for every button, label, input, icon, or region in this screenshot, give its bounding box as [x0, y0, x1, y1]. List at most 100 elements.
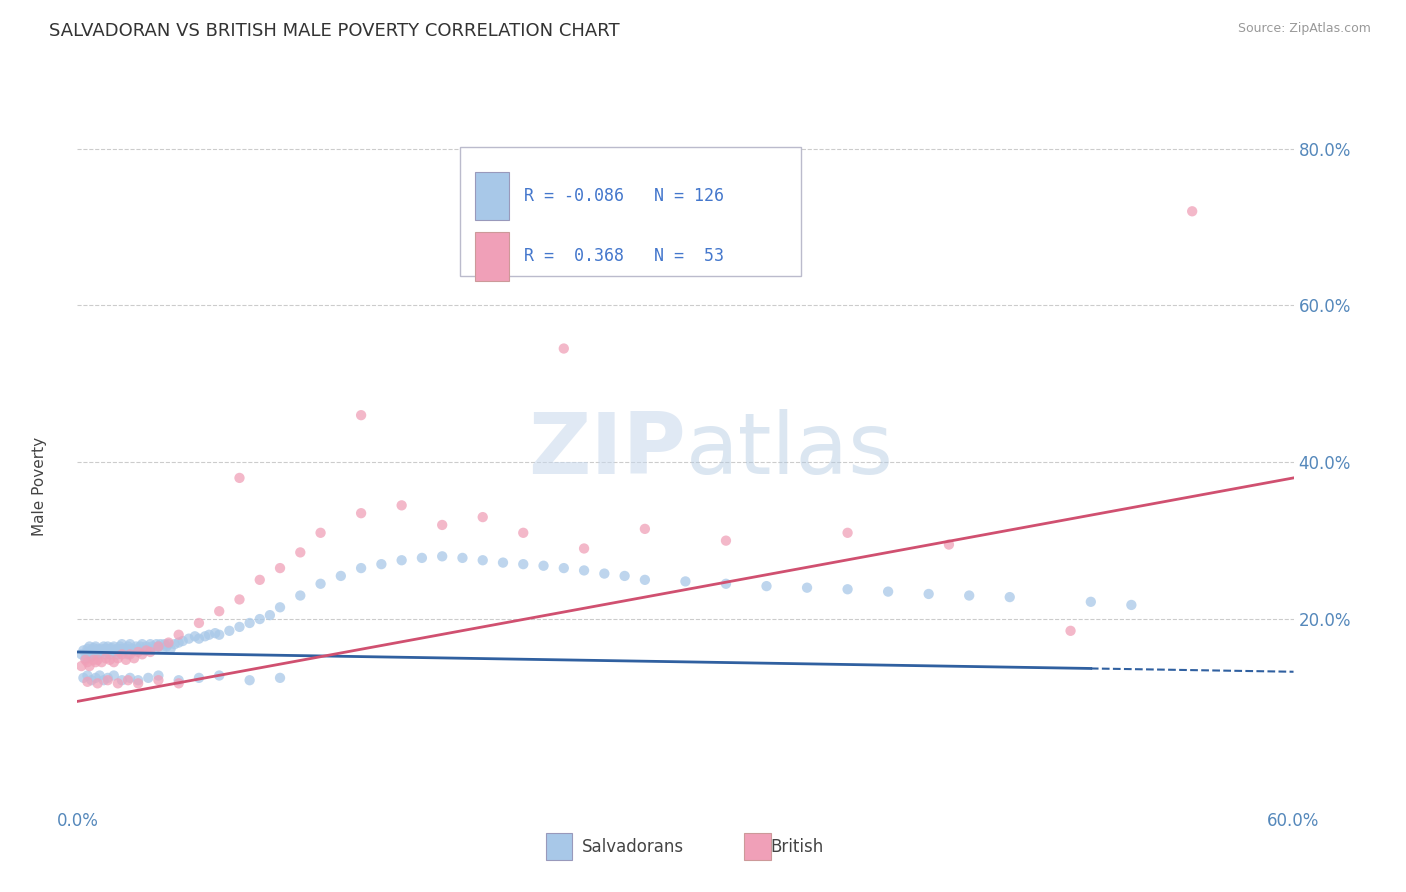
Point: [86, 641, 108, 656]
Point: [411, 550, 433, 565]
Point: [167, 628, 190, 642]
Point: [75, 651, 97, 665]
Point: [104, 643, 127, 657]
Point: [533, 558, 555, 573]
Point: [755, 579, 778, 593]
Point: [83, 641, 105, 656]
Point: [239, 615, 262, 630]
Point: [84, 655, 107, 669]
Point: [93, 640, 115, 654]
Point: [208, 604, 231, 618]
FancyBboxPatch shape: [460, 147, 801, 276]
Point: [188, 615, 211, 630]
Point: [471, 553, 494, 567]
Point: [1080, 595, 1102, 609]
Point: [309, 576, 332, 591]
Point: [127, 676, 149, 690]
Point: [98, 648, 121, 662]
Point: [122, 643, 145, 657]
Point: [228, 620, 250, 634]
Point: [136, 671, 159, 685]
Point: [90, 645, 112, 659]
Point: [98, 641, 121, 656]
Point: [72, 643, 94, 657]
Point: [131, 648, 153, 662]
Point: [471, 510, 494, 524]
Point: [877, 584, 900, 599]
Bar: [546, 833, 572, 860]
Point: [153, 637, 176, 651]
Point: [167, 673, 190, 688]
Point: [152, 641, 174, 656]
Point: [84, 645, 107, 659]
Point: [103, 668, 125, 682]
Point: [157, 637, 180, 651]
Point: [208, 628, 231, 642]
Bar: [475, 232, 509, 281]
Point: [553, 342, 575, 356]
Point: [139, 645, 162, 659]
Text: British: British: [770, 838, 824, 855]
Point: [121, 641, 143, 656]
Point: [613, 569, 636, 583]
Point: [837, 582, 859, 597]
Point: [80, 643, 103, 657]
Point: [107, 641, 129, 656]
Point: [75, 653, 97, 667]
Point: [391, 499, 413, 513]
Point: [108, 640, 131, 654]
Point: [103, 655, 125, 669]
Point: [148, 640, 170, 654]
Point: [957, 589, 980, 603]
Y-axis label: Male Poverty: Male Poverty: [32, 436, 46, 536]
Point: [107, 651, 129, 665]
Point: [218, 624, 240, 638]
Text: R =  0.368   N =  53: R = 0.368 N = 53: [523, 247, 724, 265]
Point: [172, 634, 194, 648]
Point: [188, 671, 211, 685]
Point: [76, 668, 98, 682]
Point: [79, 640, 101, 654]
Point: [112, 643, 135, 657]
Point: [163, 637, 186, 651]
Point: [90, 641, 112, 656]
Point: [127, 645, 149, 659]
Bar: [475, 172, 509, 220]
Point: [101, 641, 124, 656]
Point: [103, 645, 125, 659]
Point: [492, 556, 515, 570]
Point: [117, 648, 139, 662]
Point: [111, 648, 134, 662]
Point: [131, 637, 153, 651]
Point: [94, 651, 117, 665]
Point: [97, 671, 120, 685]
Point: [269, 600, 291, 615]
Point: [107, 648, 129, 662]
Point: [938, 537, 960, 551]
Point: [269, 671, 291, 685]
Text: ZIP: ZIP: [527, 409, 686, 492]
Text: R = -0.086   N = 126: R = -0.086 N = 126: [523, 187, 724, 205]
Point: [430, 518, 453, 533]
Point: [89, 643, 111, 657]
Point: [198, 628, 221, 642]
Point: [290, 589, 312, 603]
Point: [228, 592, 250, 607]
Point: [148, 668, 170, 682]
Point: [89, 668, 111, 682]
Point: [129, 640, 152, 654]
Point: [118, 648, 141, 662]
Point: [86, 648, 108, 662]
Text: Salvadorans: Salvadorans: [582, 838, 685, 855]
Point: [309, 525, 332, 540]
Point: [136, 641, 159, 656]
Point: [194, 629, 217, 643]
Point: [118, 637, 141, 651]
Point: [80, 649, 103, 664]
Point: [572, 541, 595, 556]
Point: [430, 549, 453, 564]
Point: [117, 640, 139, 654]
Point: [86, 676, 108, 690]
Point: [1059, 624, 1081, 638]
Point: [117, 673, 139, 688]
